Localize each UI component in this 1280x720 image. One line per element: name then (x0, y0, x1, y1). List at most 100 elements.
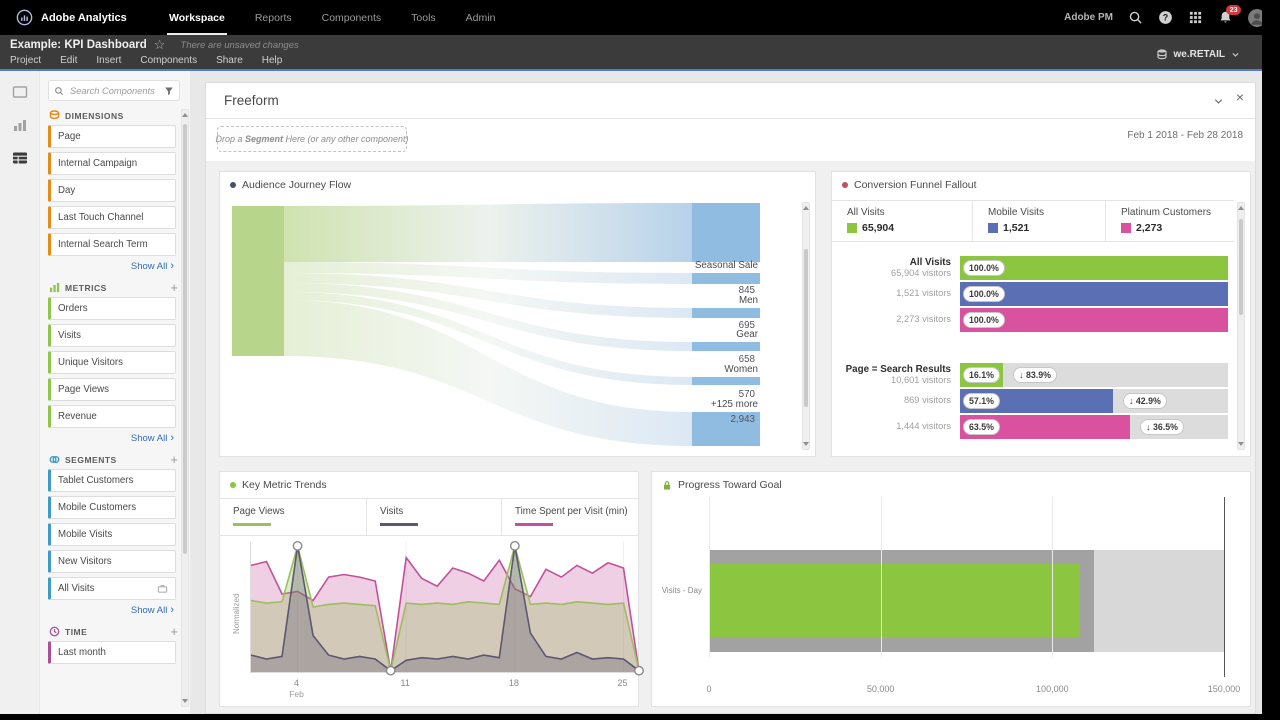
nav-admin[interactable]: Admin (465, 11, 496, 24)
funnel-row-label: All Visits 65,904 visitors (832, 256, 960, 280)
nav-workspace[interactable]: Workspace (154, 0, 240, 35)
search-icon[interactable] (1128, 10, 1143, 25)
chart-scrollbar[interactable] (802, 202, 810, 450)
component-item[interactable]: All Visits (48, 577, 176, 600)
funnel-visitors: 10,601 visitors (891, 375, 951, 386)
menu-insert[interactable]: Insert (96, 55, 122, 66)
component-item[interactable]: Revenue (48, 405, 176, 428)
trends-plot[interactable] (250, 541, 644, 676)
component-item[interactable]: Visits (48, 324, 176, 347)
sankey-node-value: 658 (738, 354, 755, 365)
star-icon[interactable]: ☆ (153, 37, 166, 52)
funnel-row-label: 2,273 visitors (832, 308, 960, 332)
search-components-box (48, 80, 180, 101)
component-item[interactable]: Internal Campaign (48, 152, 176, 175)
funnel-row-label: 869 visitors (832, 389, 960, 413)
x-tick-sublabel: Feb (289, 689, 304, 700)
funnel-bar-track: 16.1% ↓ 83.9% (960, 363, 1228, 387)
sankey-flow-chart[interactable]: Seasonal Sale 845 Men 695 Gear 658 Women 570 +12… (232, 198, 780, 450)
menu-share[interactable]: Share (216, 55, 243, 66)
value-bar[interactable] (709, 564, 1080, 638)
funnel-column-header[interactable]: Platinum Customers 2,273 (1105, 201, 1234, 241)
scroll-up-icon[interactable] (1238, 206, 1244, 210)
funnel-column-count: 2,273 (1136, 222, 1163, 234)
bell-icon[interactable]: 23 (1218, 5, 1241, 25)
user-label[interactable]: Adobe PM (1064, 12, 1113, 23)
menu-components[interactable]: Components (140, 55, 198, 66)
tables-icon[interactable] (11, 149, 29, 167)
add-icon[interactable]: + (170, 451, 178, 467)
component-item[interactable]: Internal Search Term (48, 233, 176, 256)
component-item[interactable]: Unique Visitors (48, 351, 176, 374)
search-components-input[interactable] (68, 84, 160, 97)
funnel-row: 2,273 visitors 100.0% (832, 308, 1228, 332)
scroll-up-icon[interactable] (182, 113, 188, 117)
nav-tools[interactable]: Tools (411, 11, 436, 24)
sankey-node-label: Gear (736, 329, 758, 340)
component-item[interactable]: Page (48, 125, 176, 148)
menu-help[interactable]: Help (261, 55, 283, 66)
apps-grid-icon[interactable] (1188, 10, 1203, 25)
funnel-row: 1,521 visitors 100.0% (832, 282, 1228, 306)
report-suite-selector[interactable]: we.RETAIL (1156, 48, 1240, 60)
unsaved-changes-note: There are unsaved changes (180, 39, 299, 51)
component-item[interactable]: Last month (48, 641, 176, 664)
component-item[interactable]: Orders (48, 297, 176, 320)
funnel-column-headers: All Visits 65,904 Mobile Visits 1,521 Platin… (832, 200, 1234, 242)
chart-scrollbar[interactable] (1237, 202, 1245, 450)
scroll-down-icon[interactable] (182, 699, 188, 703)
scroll-up-icon[interactable] (803, 206, 809, 210)
nav-reports[interactable]: Reports (254, 11, 292, 24)
bullet-chart[interactable] (709, 497, 1225, 677)
close-panel-icon[interactable]: × (1235, 89, 1244, 105)
component-item[interactable]: New Visitors (48, 550, 176, 573)
bullet-category-label: Visits - Day (661, 586, 702, 595)
scrollbar-thumb[interactable] (804, 249, 808, 407)
legend-item[interactable]: Time Spent per Visit (min) (501, 499, 638, 535)
drop-zone-bold: Segment (244, 134, 283, 144)
nav-components[interactable]: Components (321, 11, 382, 24)
add-icon[interactable]: + (170, 279, 178, 295)
scroll-down-icon[interactable] (1238, 442, 1244, 446)
component-label: Internal Search Term (58, 239, 148, 250)
drop-zone-text: Drop a (215, 134, 245, 144)
help-icon[interactable]: ? (1158, 10, 1173, 25)
funnel-bar-track: 63.5% ↓ 36.5% (960, 415, 1228, 439)
legend-item[interactable]: Page Views (220, 499, 366, 535)
component-item[interactable]: Day (48, 179, 176, 202)
component-item[interactable]: Page Views (48, 378, 176, 401)
date-range[interactable]: Feb 1 2018 - Feb 28 2018 (1127, 130, 1243, 141)
visualizations-icon[interactable] (11, 116, 29, 134)
funnel-column-header[interactable]: Mobile Visits 1,521 (972, 201, 1105, 241)
show-all-link[interactable]: Show All › (40, 604, 190, 617)
sankey-node-value: 845 (738, 285, 755, 296)
component-item[interactable]: Last Touch Channel (48, 206, 176, 229)
segment-drop-zone[interactable]: Drop a Segment Here (or any other compon… (215, 126, 409, 152)
add-icon[interactable]: + (170, 623, 178, 639)
scroll-down-icon[interactable] (803, 442, 809, 446)
funnel-visitors: 1,444 visitors (896, 421, 951, 432)
sankey-node-label: Women (724, 364, 758, 375)
component-item[interactable]: Mobile Customers (48, 496, 176, 519)
scrollbar-thumb[interactable] (183, 124, 187, 554)
funnel-column-header[interactable]: All Visits 65,904 (832, 201, 972, 241)
menu-edit[interactable]: Edit (60, 55, 78, 66)
funnel-visitors: 869 visitors (903, 395, 951, 406)
component-item[interactable]: Tablet Customers (48, 469, 176, 492)
scrollbar-thumb[interactable] (1239, 219, 1243, 315)
legend-item[interactable]: Visits (366, 499, 501, 535)
show-all-label: Show All (130, 261, 168, 272)
funnel-visitors: 2,273 visitors (896, 314, 951, 325)
sidebar-scrollbar[interactable] (181, 109, 189, 707)
collapse-panel-icon[interactable] (1213, 96, 1224, 107)
component-item[interactable]: Mobile Visits (48, 523, 176, 546)
show-all-link[interactable]: Show All › (40, 260, 190, 273)
funnel-visitors: 1,521 visitors (896, 288, 951, 299)
metric-dot-icon (230, 482, 236, 488)
menu-project[interactable]: Project (10, 55, 42, 66)
filter-icon[interactable] (164, 86, 174, 96)
show-all-link[interactable]: Show All › (40, 432, 190, 445)
metric-dot-icon (230, 182, 236, 188)
panels-icon[interactable] (11, 83, 29, 101)
avatar[interactable] (1248, 8, 1266, 27)
